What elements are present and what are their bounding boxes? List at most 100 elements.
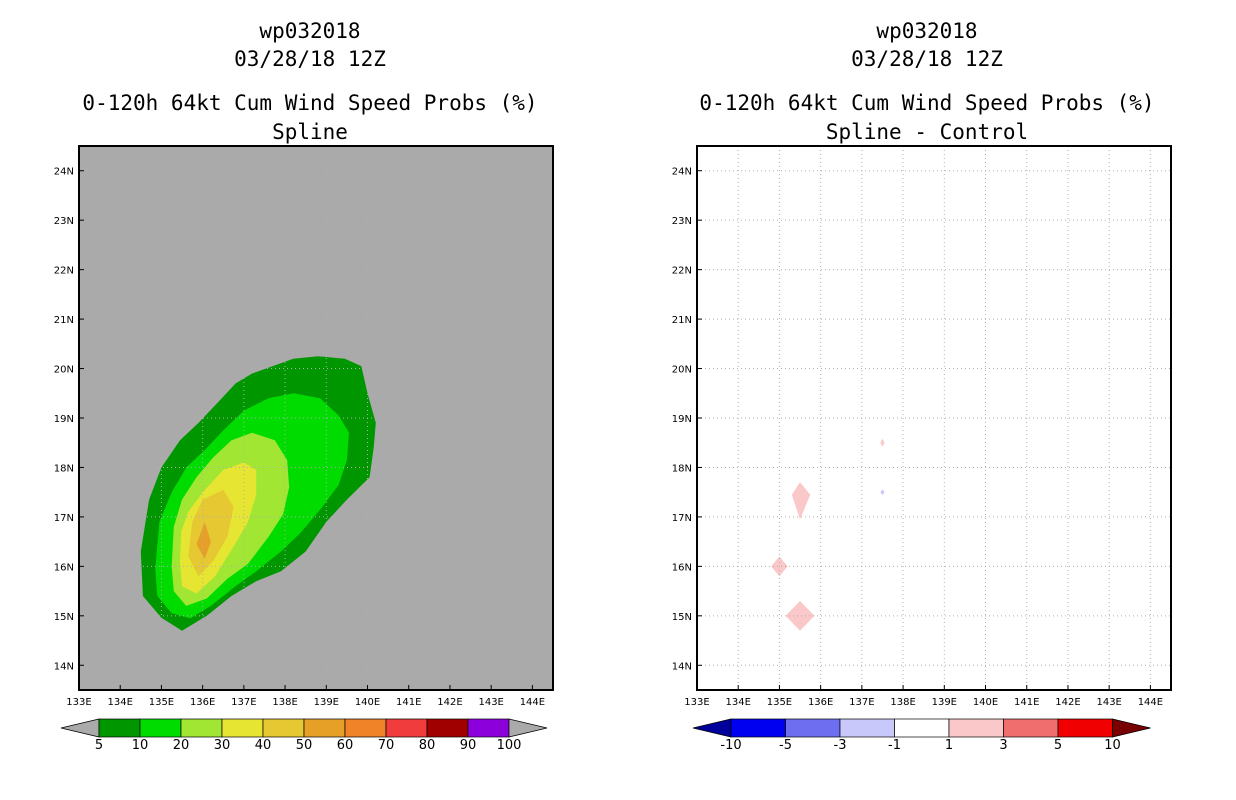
colorbar-high-triangle <box>508 718 548 738</box>
lat-tick-label: 21N <box>54 315 74 326</box>
contour-level-40 <box>188 489 234 577</box>
left-storm-id: wp032018 <box>259 19 360 43</box>
lat-tick-label: 21N <box>672 315 692 326</box>
lon-tick-label: 133E <box>684 697 709 708</box>
left-axis-ticks: 133E 134E 135E 136E 137E 138E 139E 140E 141E 142E… <box>54 167 545 708</box>
right-subtitle: Spline - Control <box>826 120 1028 144</box>
lat-tick-label: 22N <box>54 266 74 277</box>
colorbar-label: 3 <box>999 738 1007 753</box>
lon-tick-label: 135E <box>767 697 792 708</box>
colorbar-box <box>98 718 141 738</box>
colorbar-label: 10 <box>1104 738 1121 753</box>
lon-tick-label: 137E <box>849 697 874 708</box>
lon-tick-label: 141E <box>396 697 421 708</box>
colorbar-box <box>385 718 428 738</box>
lat-tick-label: 15N <box>54 612 74 623</box>
lat-tick-label: 14N <box>54 661 74 672</box>
lat-tick-label: 17N <box>672 513 692 524</box>
lon-tick-label: 135E <box>149 697 174 708</box>
colorbar-high-triangle <box>1112 718 1151 738</box>
colorbar-box <box>303 718 346 738</box>
lon-tick-label: 134E <box>108 697 133 708</box>
lon-tick-label: 140E <box>973 697 998 708</box>
right-gridlines <box>697 146 1171 690</box>
lon-tick-label: 143E <box>1096 697 1121 708</box>
left-gridlines <box>79 146 553 690</box>
colorbar-label: 5 <box>95 738 103 753</box>
lat-tick-label: 23N <box>54 216 74 227</box>
colorbar-label: 30 <box>214 738 231 753</box>
lat-tick-label: 15N <box>672 612 692 623</box>
lon-tick-label: 142E <box>1055 697 1080 708</box>
colorbar-label: 60 <box>337 738 354 753</box>
lon-tick-label: 133E <box>66 697 91 708</box>
right-storm-id: wp032018 <box>876 19 977 43</box>
lon-tick-label: 137E <box>231 697 256 708</box>
colorbar-label: 100 <box>497 738 522 753</box>
lat-tick-label: 14N <box>672 661 692 672</box>
colorbar-low-triangle <box>692 718 732 738</box>
colorbar-label: 1 <box>945 738 953 753</box>
left-probability-contours <box>140 356 376 631</box>
contour-level-1 <box>880 438 885 447</box>
colorbar-box <box>730 718 786 738</box>
colorbar-box <box>262 718 305 738</box>
colorbar-label: 50 <box>296 738 313 753</box>
lat-tick-label: 20N <box>672 365 692 376</box>
colorbar-box <box>467 718 510 738</box>
colorbar-box <box>948 718 1004 738</box>
colorbar-box <box>1003 718 1059 738</box>
lat-tick-label: 17N <box>54 513 74 524</box>
colorbar-box <box>426 718 469 738</box>
left-product-title: 0-120h 64kt Cum Wind Speed Probs (%) <box>82 91 537 115</box>
colorbar-label: 40 <box>255 738 272 753</box>
colorbar-label: -1 <box>888 738 901 753</box>
lon-tick-label: 136E <box>190 697 215 708</box>
lat-tick-label: 19N <box>672 414 692 425</box>
right-colorbar: -10 -5 -3 -1 1 3 5 10 <box>692 718 1151 753</box>
colorbar-label: -5 <box>779 738 792 753</box>
colorbar-label: 80 <box>419 738 436 753</box>
right-axis-ticks: 133E 134E 135E 136E 137E 138E 139E 140E 141E 142E… <box>672 167 1163 708</box>
lat-tick-label: 24N <box>672 167 692 178</box>
lat-tick-label: 16N <box>54 562 74 573</box>
lat-tick-label: 20N <box>54 365 74 376</box>
lon-tick-label: 134E <box>726 697 751 708</box>
lon-tick-label: 139E <box>314 697 339 708</box>
left-panel: wp032018 03/28/18 12Z 0-120h 64kt Cum Wi… <box>54 19 554 753</box>
colorbar-box <box>344 718 387 738</box>
left-colorbar: 5 10 20 30 40 50 60 70 80 90 100 <box>60 718 548 753</box>
lon-tick-label: 139E <box>932 697 957 708</box>
lat-tick-label: 16N <box>672 562 692 573</box>
colorbar-box <box>221 718 264 738</box>
lat-tick-label: 23N <box>672 216 692 227</box>
colorbar-box <box>180 718 223 738</box>
lon-tick-label: 136E <box>808 697 833 708</box>
lon-tick-label: 144E <box>1138 697 1163 708</box>
colorbar-low-triangle <box>60 718 100 738</box>
lon-tick-label: 144E <box>520 697 545 708</box>
contour-level-1 <box>785 601 815 631</box>
lat-tick-label: 18N <box>672 463 692 474</box>
contour-level-1 <box>791 482 811 520</box>
colorbar-box <box>839 718 895 738</box>
colorbar-label: 90 <box>460 738 477 753</box>
right-datetime: 03/28/18 12Z <box>851 47 1003 71</box>
colorbar-box <box>785 718 841 738</box>
colorbar-label: 20 <box>173 738 190 753</box>
right-product-title: 0-120h 64kt Cum Wind Speed Probs (%) <box>699 91 1154 115</box>
lat-tick-label: 19N <box>54 414 74 425</box>
lon-tick-label: 140E <box>355 697 380 708</box>
right-panel: wp032018 03/28/18 12Z 0-120h 64kt Cum Wi… <box>672 19 1172 753</box>
lon-tick-label: 141E <box>1014 697 1039 708</box>
colorbar-box <box>894 718 950 738</box>
lon-tick-label: 138E <box>272 697 297 708</box>
lat-tick-label: 24N <box>54 167 74 178</box>
left-datetime: 03/28/18 12Z <box>234 47 386 71</box>
contour-level-50 <box>196 521 211 559</box>
left-subtitle: Spline <box>272 120 348 144</box>
colorbar-box <box>139 718 182 738</box>
lon-tick-label: 142E <box>437 697 462 708</box>
lon-tick-label: 143E <box>478 697 503 708</box>
